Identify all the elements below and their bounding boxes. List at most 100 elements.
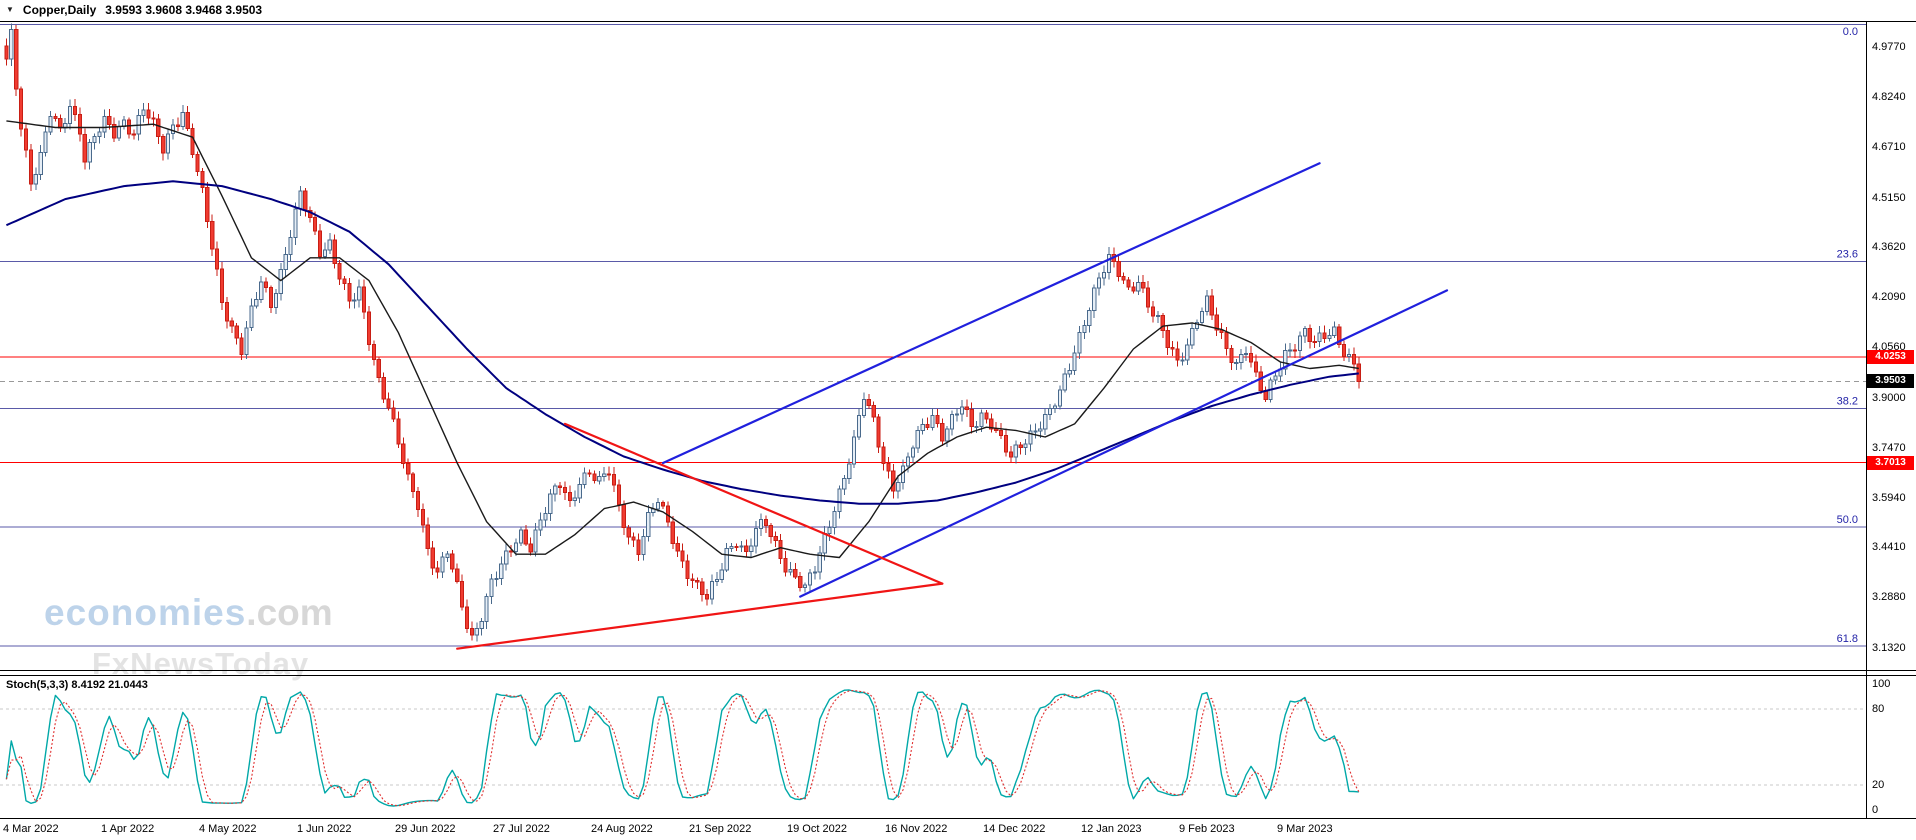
chart-top-border [0,21,1916,22]
candle-body [562,486,568,494]
candle-body [494,577,499,580]
candle-body [1297,335,1303,351]
indicator-pane-top-border[interactable] [0,675,1916,676]
candle-body [1136,281,1141,292]
time-axis-label: 4 Mar 2022 [3,823,59,835]
candle-body [582,472,587,485]
candle-body [268,287,274,309]
candle-body [1190,327,1195,346]
candle-body [396,418,401,445]
candle-body [239,337,244,356]
candle-body [856,415,862,438]
candle-body [954,413,960,416]
candle-body [283,253,288,270]
candle-body [450,553,455,570]
candle-body [273,292,278,308]
candle-body [518,529,523,544]
candle-body [352,299,357,302]
candle-body [337,263,342,280]
candle-body [1293,349,1298,352]
candle-body [1028,430,1033,445]
candle-body [852,436,857,465]
price-axis-label: 3.1320 [1872,642,1906,655]
chart-menu-icon[interactable]: ▼ [6,5,14,14]
time-axis-label: 14 Dec 2022 [983,823,1046,835]
price-line-tag[interactable]: 3.7013 [1867,455,1914,470]
candle-body [170,124,176,135]
candle-body [430,547,435,569]
candle-body [1052,405,1058,410]
candle-body [807,572,813,586]
candle-body [1180,359,1185,362]
candle-body [675,543,680,552]
indicator-axis-label: 0 [1872,804,1879,816]
candle-body [180,112,185,127]
candle-body [303,190,308,212]
candle-body [626,527,631,538]
candle-body [112,124,117,139]
trend-line[interactable] [563,422,944,585]
candle-body [739,545,744,548]
candle-body [1126,279,1131,288]
candle-body [156,118,161,137]
candle-body [386,398,391,409]
indicator-axis-label: 20 [1872,779,1885,791]
candle-body [817,552,822,573]
time-axis-label: 29 Jun 2022 [395,823,456,835]
candle-body [131,133,136,136]
candle-body [19,88,24,130]
candle-body [631,536,636,541]
indicator-axis-label: 100 [1872,678,1891,690]
time-axis-label: 21 Sep 2022 [689,823,752,835]
candle-body [979,412,984,427]
candle-body [577,484,582,499]
candle-body [553,485,558,495]
candle-body [1283,350,1288,370]
candle-body [989,418,994,430]
candle-body [87,142,92,163]
candle-body [803,584,808,589]
candle-body [915,430,920,449]
candle-body [264,281,269,289]
candle-body [371,344,376,361]
indicator-axis-label: 80 [1872,703,1885,715]
candle-body [288,237,293,255]
candle-body [474,627,479,636]
time-axis-label: 4 May 2022 [199,823,257,835]
candle-body [945,428,950,442]
candle-body [97,131,102,138]
main-chart-canvas[interactable]: 0.0 23.6 38.2 50.0 61.8 [0,22,1866,670]
candle-body [347,282,352,302]
trend-line[interactable] [799,289,1449,598]
candle-body [837,488,842,513]
candle-body [621,503,626,529]
stochastic-canvas[interactable] [0,676,1866,818]
candle-body [1013,444,1018,458]
candle-body [293,208,298,239]
candle-body [102,116,107,133]
trend-line[interactable] [661,162,1321,465]
candle-body [229,320,234,327]
price-axis-label: 3.2880 [1872,591,1906,604]
candle-body [244,327,249,356]
candle-body [1106,254,1112,274]
candle-body [822,533,827,554]
trend-line[interactable] [456,582,944,650]
fib-level-label: 50.0 [1837,514,1858,526]
candle-body [317,230,323,257]
candle-body [489,578,494,597]
candle-body [1327,335,1332,339]
candle-body [1307,328,1312,342]
candle-body [420,509,425,526]
price-line-tag[interactable]: 4.0253 [1867,350,1914,365]
candle-body [695,580,700,583]
candle-body [602,473,607,478]
main-pane-bottom-border[interactable] [0,670,1916,671]
price-axis-border [1866,21,1867,819]
candle-body [1239,354,1244,363]
candle-body [234,325,239,339]
candle-body [1008,451,1013,458]
candle-body [1199,310,1205,323]
candle-body [298,190,303,210]
candle-body [548,493,553,515]
